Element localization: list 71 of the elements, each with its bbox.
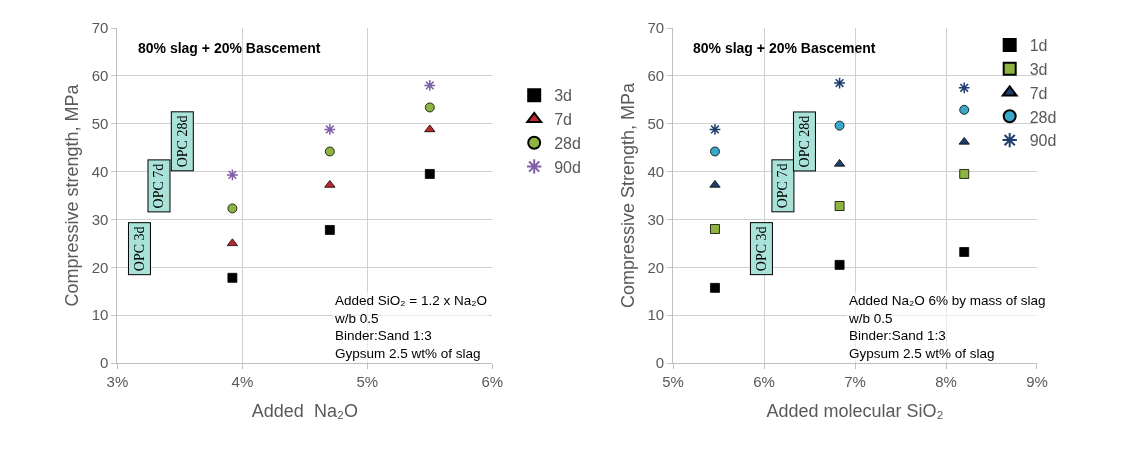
y-tick-label: 20 [91, 258, 109, 276]
y-tick-label: 0 [655, 354, 665, 372]
point [710, 282, 720, 293]
y-tick-label: 20 [647, 258, 665, 276]
y-tick-label: 60 [91, 67, 109, 85]
point [324, 225, 335, 235]
annotation: OPC 7d [151, 163, 167, 209]
point [833, 76, 846, 90]
point [323, 123, 336, 136]
y-tick-label: 30 [647, 210, 665, 228]
point [424, 102, 435, 113]
point [834, 120, 845, 131]
point [423, 79, 436, 92]
annotation: OPC 3d [131, 226, 147, 272]
x-tick-label: 4% [231, 373, 254, 390]
y-tick-label: 30 [91, 210, 109, 228]
x-axis-title: Added molecular SiO₂ [766, 401, 944, 422]
legend-label: 3d [1029, 60, 1048, 78]
text: 80% slag + 20% Bascement [138, 40, 321, 56]
y-tick-label: 60 [647, 67, 665, 85]
annotation: OPC 7d [775, 163, 791, 209]
text: 80% slag + 20% Bascement [693, 40, 876, 56]
point [324, 146, 335, 157]
y-tick-label: 40 [647, 162, 665, 180]
point [424, 124, 436, 133]
point [226, 168, 239, 182]
y-tick-label: 50 [647, 114, 665, 132]
legend-label: 7d [554, 111, 572, 129]
x-tick-label: 7% [844, 373, 866, 390]
legend-label: 28d [554, 134, 581, 152]
point [710, 146, 720, 157]
y-tick-label: 50 [91, 114, 109, 132]
x-axis-title: Added Na₂O [251, 401, 358, 422]
point [708, 123, 722, 136]
annotation: Added SiO₂ = 1.2 x Na₂O w/b 0.5 Binder:Sand 1:3 Gypsum 2.5 wt% of slag [334, 293, 487, 361]
annotation: OPC 3d [753, 226, 769, 272]
y-tick-label: 0 [100, 354, 109, 372]
point [834, 259, 845, 270]
legend-label: 7d [1029, 84, 1048, 102]
x-tick-label: 6% [481, 373, 504, 390]
annotation: OPC 28d [796, 115, 812, 168]
y-axis-title: Compressive strength, MPa [61, 83, 82, 307]
legend-label: 3d [554, 87, 572, 105]
y-axis-title: Compressive Strength, MPa [617, 81, 638, 309]
x-tick-label: 5% [356, 373, 379, 390]
x-tick-label: 8% [935, 373, 957, 390]
point [959, 247, 970, 257]
point [226, 238, 238, 247]
x-tick-label: 3% [106, 373, 129, 390]
point [710, 224, 720, 234]
point [958, 81, 971, 94]
point [227, 272, 238, 283]
point [227, 203, 238, 214]
y-tick-label: 10 [647, 306, 665, 324]
y-tick-label: 40 [91, 162, 109, 180]
y-tick-label: 10 [91, 306, 109, 324]
legend-label: 90d [554, 158, 581, 176]
legend-label: 1d [1029, 37, 1048, 55]
annotation: Added Na₂O 6% by mass of slag w/b 0.5 Binder:Sand 1:3 Gypsum 2.5 wt% of slag [848, 293, 1046, 361]
point [834, 201, 845, 211]
legend-label: 90d [1029, 132, 1057, 150]
x-tick-label: 6% [753, 373, 775, 390]
point [959, 169, 970, 179]
x-tick-label: 9% [1026, 373, 1048, 390]
point [424, 169, 435, 179]
y-tick-label: 70 [91, 19, 109, 37]
x-tick-label: 5% [662, 373, 684, 390]
legend-label: 28d [1029, 108, 1057, 126]
annotation: OPC 28d [174, 115, 190, 168]
point [959, 104, 970, 115]
y-tick-label: 70 [647, 19, 665, 37]
